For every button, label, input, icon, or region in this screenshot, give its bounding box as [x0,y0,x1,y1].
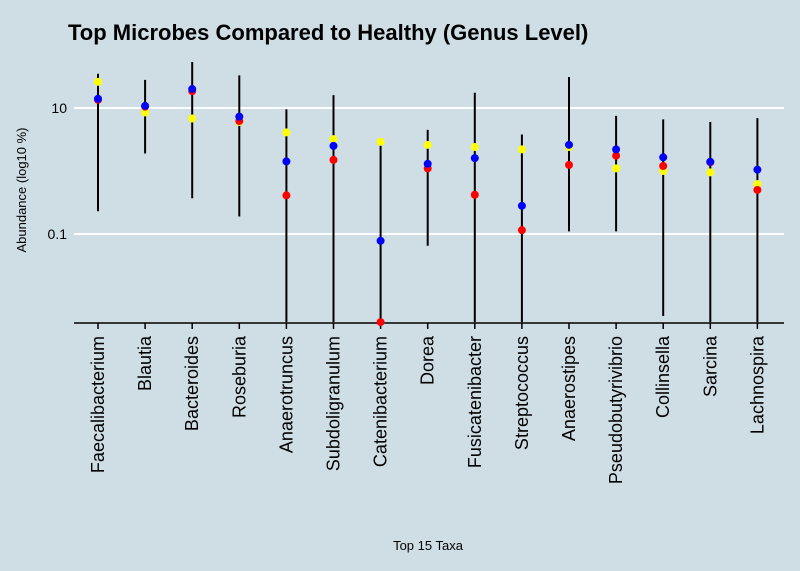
category-label: Roseburia [229,335,249,418]
data-point [423,159,432,168]
chart-title: Top Microbes Compared to Healthy (Genus … [68,20,588,45]
data-point [376,318,385,327]
data-point [188,114,197,123]
data-point [141,108,150,117]
data-point [517,145,526,154]
category-label: Anaerotruncus [276,336,296,453]
data-point [470,143,479,152]
range-lines [97,62,759,323]
data-point [141,101,150,110]
y-axis-label: Abundance (log10 %) [14,127,29,252]
category-label: Fusicatenibacter [465,336,485,468]
data-point [706,168,715,177]
data-point [329,155,338,164]
data-point [753,180,762,189]
data-point [470,154,479,163]
data-point [612,145,621,154]
data-point [282,191,291,200]
data-point [376,236,385,245]
data-point [517,226,526,235]
data-point [753,165,762,174]
data-point [753,185,762,194]
category-label: Blautia [135,335,155,391]
data-point [94,94,102,103]
category-labels: Faecalibacterium Blautia Bacteroides Rosebu… [88,335,767,484]
category-label: Collinsella [653,335,673,418]
data-point [612,151,621,160]
category-label: Catenibacterium [371,336,391,467]
category-label: Anaerostipes [559,336,579,441]
data-point [423,140,432,149]
data-point [188,85,197,94]
data-point [659,162,668,171]
category-label: Dorea [418,335,438,385]
category-label: Sarcina [700,335,720,397]
data-point [517,201,526,210]
data-point [565,160,573,169]
data-point [706,157,715,166]
y-tick-label: 0.1 [48,226,68,242]
data-point [329,141,338,150]
data-points [94,77,762,327]
data-point [282,157,291,166]
category-label: Bacteroides [182,336,202,431]
category-label: Pseudobutyrivibrio [606,336,626,484]
data-point [612,164,621,173]
data-point [282,128,291,137]
y-tick-labels: 0.1 10 [48,100,68,242]
category-label: Subdoligranulum [324,336,344,471]
category-label: Streptococcus [512,336,532,450]
data-point [376,137,385,146]
category-label: Lachnospira [747,335,767,434]
data-point [94,77,102,86]
data-point [470,190,479,199]
data-point [235,112,244,121]
data-point [565,140,573,149]
x-axis-label: Top 15 Taxa [393,538,464,553]
y-tick-label: 10 [51,100,67,116]
category-label: Faecalibacterium [88,336,108,473]
data-point [659,153,668,162]
data-point [329,135,338,144]
